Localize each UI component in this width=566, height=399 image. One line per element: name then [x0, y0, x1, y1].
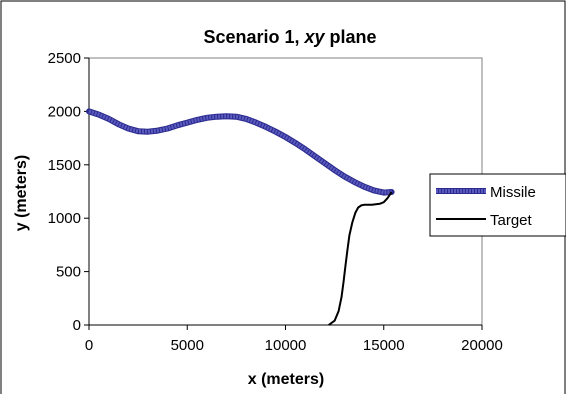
y-tick-label: 0 [73, 317, 81, 334]
y-tick-label: 2000 [48, 103, 81, 120]
legend: Missile Target [429, 173, 566, 237]
series-line-missile [88, 109, 392, 195]
title-italic: xy [304, 27, 326, 47]
series-line-target [328, 191, 393, 326]
chart-title: Scenario 1, xy plane [203, 27, 376, 47]
legend-label: Missile [490, 184, 536, 201]
y-axis-label: y (meters) [13, 155, 30, 231]
title-tail: plane [325, 27, 377, 47]
x-tick-label: 5000 [171, 337, 204, 354]
y-tick-label: 500 [56, 264, 81, 281]
y-tick-label: 2500 [48, 50, 81, 67]
plot-area [88, 57, 483, 326]
x-tick-label: 20000 [461, 337, 503, 354]
title-main: Scenario 1, [203, 27, 304, 47]
x-tick-label: 15000 [363, 337, 405, 354]
x-axis-label: x (meters) [248, 371, 324, 388]
legend-label: Target [490, 212, 533, 229]
legend-box [429, 173, 566, 237]
y-tick-label: 1500 [48, 157, 81, 174]
x-tick-label: 10000 [265, 337, 307, 354]
x-tick-label: 0 [85, 337, 93, 354]
y-tick-label: 1000 [48, 210, 81, 227]
